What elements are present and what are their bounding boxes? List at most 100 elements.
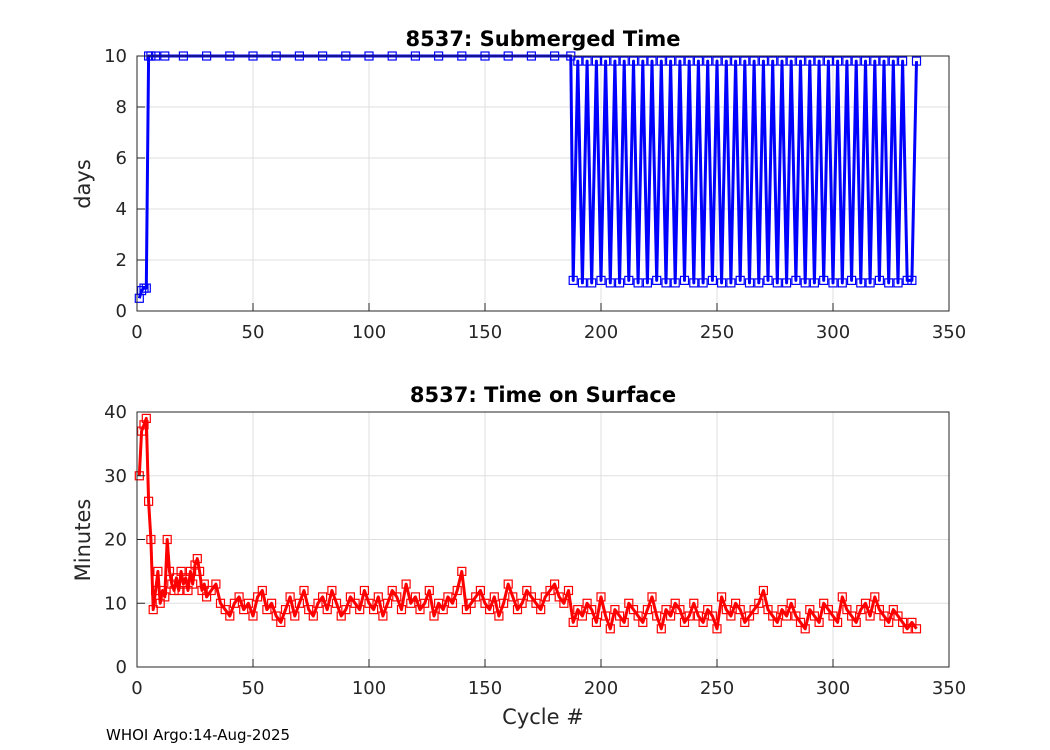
y-tick-label: 10 bbox=[104, 46, 127, 67]
data-point-marker bbox=[670, 278, 680, 288]
data-point-marker bbox=[522, 585, 532, 596]
data-point-marker bbox=[902, 624, 912, 634]
y-tick-label: 6 bbox=[116, 148, 127, 169]
data-point-marker bbox=[716, 592, 727, 602]
data-point-marker bbox=[157, 585, 168, 596]
data-point-marker bbox=[726, 278, 736, 288]
data-point-marker bbox=[262, 604, 272, 615]
data-point-marker bbox=[772, 278, 782, 288]
data-point-marker bbox=[642, 278, 653, 288]
x-tick-label: 50 bbox=[242, 678, 265, 699]
data-point-marker bbox=[805, 604, 815, 615]
data-point-marker bbox=[415, 604, 425, 615]
data-point-marker bbox=[457, 566, 467, 577]
y-tick-label: 0 bbox=[116, 301, 127, 322]
data-point-marker bbox=[730, 598, 741, 608]
data-point-marker bbox=[795, 617, 806, 628]
data-point-marker bbox=[466, 598, 476, 608]
data-point-marker bbox=[153, 566, 163, 577]
y-tick-labels: 0 10 20 30 40 bbox=[104, 402, 127, 678]
data-point-marker bbox=[716, 278, 727, 288]
data-point-marker bbox=[434, 598, 444, 608]
data-point-marker bbox=[897, 56, 908, 66]
data-point-marker bbox=[475, 585, 485, 596]
data-point-marker bbox=[355, 604, 365, 615]
data-point-marker bbox=[178, 579, 188, 589]
data-point-marker bbox=[568, 275, 578, 285]
data-point-marker bbox=[638, 56, 648, 66]
data-point-marker bbox=[162, 534, 172, 545]
data-point-marker bbox=[744, 278, 755, 288]
x-tick-label: 100 bbox=[352, 678, 386, 699]
data-point-marker bbox=[907, 275, 917, 285]
data-point-marker bbox=[577, 611, 588, 621]
data-point-marker bbox=[190, 560, 200, 570]
x-tick-label: 250 bbox=[700, 322, 734, 343]
data-point-marker bbox=[819, 275, 829, 285]
data-point-marker bbox=[229, 598, 239, 608]
data-point-marker bbox=[276, 617, 286, 628]
data-point-marker bbox=[628, 56, 639, 66]
series-layer bbox=[134, 51, 922, 303]
data-point-marker bbox=[842, 604, 852, 615]
data-point-marker bbox=[911, 56, 922, 66]
data-point-marker bbox=[280, 604, 291, 615]
data-point-marker bbox=[624, 598, 634, 608]
data-point-marker bbox=[758, 56, 769, 66]
data-point-marker bbox=[712, 624, 722, 634]
data-point-marker bbox=[257, 585, 267, 596]
data-point-marker bbox=[911, 624, 922, 634]
data-point-marker bbox=[248, 611, 258, 621]
data-point-marker bbox=[786, 56, 796, 66]
data-point-marker bbox=[689, 278, 699, 288]
data-point-marker bbox=[781, 611, 792, 621]
data-point-marker bbox=[192, 553, 202, 564]
data-point-marker bbox=[587, 278, 597, 288]
data-point-marker bbox=[647, 56, 657, 66]
data-point-marker bbox=[652, 611, 662, 621]
data-point-marker bbox=[633, 278, 643, 288]
data-point-marker bbox=[851, 56, 861, 66]
data-point-marker bbox=[364, 598, 374, 608]
x-tick-label: 350 bbox=[932, 678, 966, 699]
data-point-marker bbox=[851, 617, 861, 628]
data-point-marker bbox=[341, 604, 351, 615]
x-tick-label: 200 bbox=[584, 322, 618, 343]
data-point-marker bbox=[684, 611, 694, 621]
data-point-marker bbox=[656, 56, 666, 66]
data-point-marker bbox=[740, 56, 750, 66]
data-point-marker bbox=[322, 604, 332, 615]
data-point-marker bbox=[215, 598, 226, 608]
data-point-marker bbox=[832, 56, 843, 66]
data-point-marker bbox=[712, 56, 722, 66]
data-point-marker bbox=[429, 611, 439, 621]
y-tick-label: 30 bbox=[104, 466, 127, 487]
x-tick-label: 100 bbox=[352, 322, 386, 343]
data-point-marker bbox=[471, 592, 481, 602]
data-point-marker bbox=[137, 426, 147, 436]
data-point-marker bbox=[549, 579, 560, 589]
data-point-marker bbox=[169, 585, 179, 596]
surface-time-chart: 0 50 100 150 200 250 300 350 0 10 20 30 40 8537: Ti… bbox=[71, 383, 966, 729]
data-point-marker bbox=[582, 598, 592, 608]
data-point-marker bbox=[768, 56, 778, 66]
data-point-marker bbox=[633, 611, 643, 621]
data-point-marker bbox=[832, 617, 843, 628]
data-point-marker bbox=[600, 611, 611, 621]
chart-title: 8537: Time on Surface bbox=[410, 383, 676, 407]
data-point-marker bbox=[587, 604, 597, 615]
data-point-marker bbox=[406, 598, 416, 608]
data-point-marker bbox=[675, 604, 685, 615]
data-point-marker bbox=[846, 275, 857, 285]
x-tick-label: 0 bbox=[131, 678, 142, 699]
data-point-marker bbox=[531, 598, 541, 608]
data-point-marker bbox=[735, 604, 745, 615]
data-point-marker bbox=[573, 604, 583, 615]
data-point-marker bbox=[665, 56, 676, 66]
data-point-marker bbox=[870, 592, 880, 602]
data-point-marker bbox=[856, 604, 866, 615]
data-point-marker bbox=[749, 604, 759, 615]
data-point-marker bbox=[721, 56, 731, 66]
data-point-marker bbox=[874, 275, 885, 285]
